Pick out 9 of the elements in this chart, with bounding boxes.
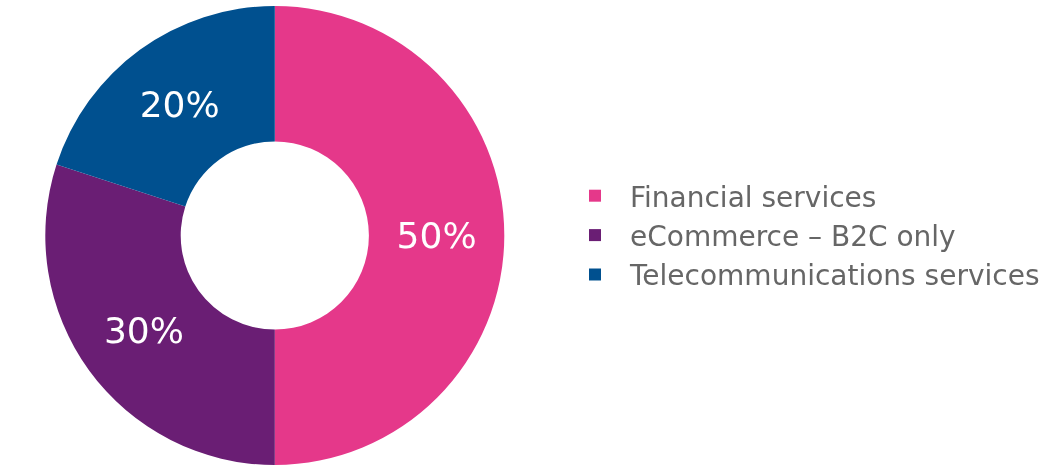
data-label: 30% <box>103 310 184 352</box>
donut-slice <box>45 164 275 465</box>
legend-label: Financial services <box>629 180 877 214</box>
legend-label: eCommerce – B2C only <box>629 220 956 254</box>
data-label: 50% <box>396 215 477 256</box>
donut-slice <box>274 6 504 465</box>
donut-slice <box>56 6 275 207</box>
legend-label: Telecommunications services <box>628 259 1040 293</box>
data-label: 20% <box>139 84 220 126</box>
